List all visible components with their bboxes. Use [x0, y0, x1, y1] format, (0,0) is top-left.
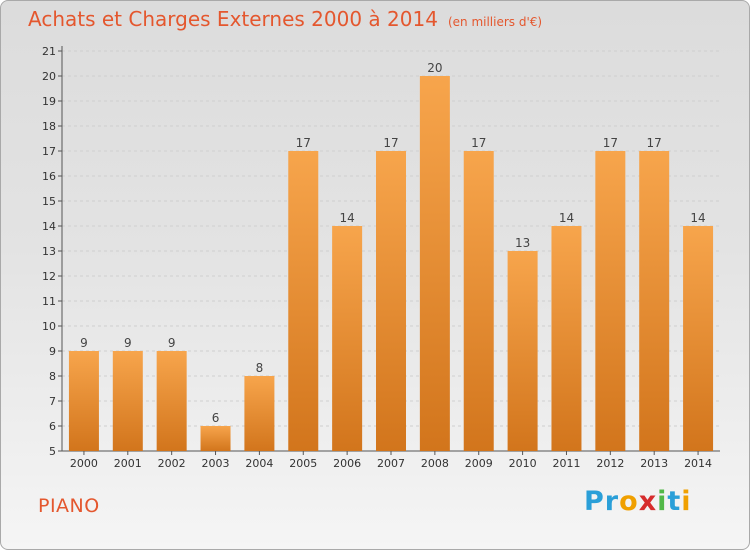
value-label: 14	[339, 211, 354, 225]
value-label: 17	[296, 136, 311, 150]
bar	[419, 76, 450, 451]
logo-letter: P	[584, 486, 605, 517]
value-label: 9	[124, 336, 132, 350]
unit-label: (en milliers d'€)	[447, 15, 543, 29]
bar	[244, 376, 275, 451]
bars	[68, 76, 714, 451]
y-tick-label: 13	[42, 245, 56, 258]
y-tick-label: 8	[49, 370, 56, 383]
y-tick-label: 10	[42, 320, 56, 333]
y-tick-label: 9	[49, 345, 56, 358]
x-tick-label: 2000	[70, 457, 98, 470]
logo-letter: r	[604, 486, 620, 517]
x-tick-label: 2007	[377, 457, 405, 470]
x-tick-label: 2012	[596, 457, 624, 470]
bar	[376, 151, 406, 451]
value-label: 6	[212, 411, 220, 425]
y-tick-label: 6	[49, 420, 56, 433]
x-tick-label: 2013	[640, 457, 668, 470]
x-tick-label: 2010	[509, 457, 537, 470]
y-tick-label: 18	[42, 120, 56, 133]
x-tick-label: 2009	[465, 457, 493, 470]
x-tick-label: 2004	[245, 457, 273, 470]
proxiti-logo: Proxiti	[584, 486, 692, 517]
x-tick-label: 2001	[114, 457, 142, 470]
y-tick-label: 11	[42, 295, 56, 308]
y-tick-label: 17	[42, 145, 56, 158]
y-tick-label: 16	[42, 170, 56, 183]
value-label: 8	[256, 361, 264, 375]
logo-letter: o	[619, 486, 639, 517]
value-label: 9	[80, 336, 88, 350]
bar	[507, 251, 538, 451]
y-tick-label: 15	[42, 195, 56, 208]
value-label: 14	[690, 211, 705, 225]
y-tick-label: 14	[42, 220, 56, 233]
x-tick-label: 2002	[158, 457, 186, 470]
x-tick-label: 2003	[202, 457, 230, 470]
y-tick-label: 21	[42, 45, 56, 58]
logo-letter: x	[638, 486, 658, 517]
bar	[683, 226, 714, 451]
value-label: 17	[471, 136, 486, 150]
value-label: 17	[383, 136, 398, 150]
bar	[551, 226, 582, 451]
y-tick-label: 7	[49, 395, 56, 408]
bar	[639, 151, 670, 451]
bar	[112, 351, 143, 451]
bar	[332, 226, 363, 451]
bar	[200, 426, 231, 451]
y-tick-label: 19	[42, 95, 56, 108]
chart-title: Achats et Charges Externes 2000 à 2014 (e…	[28, 7, 542, 31]
chart-title-text: Achats et Charges Externes 2000 à 2014	[28, 7, 438, 31]
value-label: 9	[168, 336, 176, 350]
y-tick-label: 5	[49, 445, 56, 458]
x-tick-label: 2006	[333, 457, 361, 470]
value-label: 20	[427, 61, 442, 75]
bar	[463, 151, 494, 451]
x-tick-label: 2011	[552, 457, 580, 470]
labels: 5 6 7 8 9 10 11 12 13 14 15 16 17 18 19 20 21 9 2000 9 2001 9…	[42, 45, 712, 470]
y-tick-label: 12	[42, 270, 56, 283]
bar	[156, 351, 187, 451]
value-label: 13	[515, 236, 530, 250]
commune-name: PIANO	[38, 495, 100, 517]
logo-letter: t	[667, 486, 682, 517]
bar	[595, 151, 626, 451]
bar	[288, 151, 319, 451]
x-tick-label: 2008	[421, 457, 449, 470]
y-tick-label: 20	[42, 70, 56, 83]
x-tick-label: 2014	[684, 457, 712, 470]
bar	[68, 351, 99, 451]
value-label: 17	[647, 136, 662, 150]
value-label: 17	[603, 136, 618, 150]
value-label: 14	[559, 211, 574, 225]
x-tick-label: 2005	[289, 457, 317, 470]
logo-letter: i	[681, 486, 692, 517]
logo-letter: i	[657, 486, 668, 517]
